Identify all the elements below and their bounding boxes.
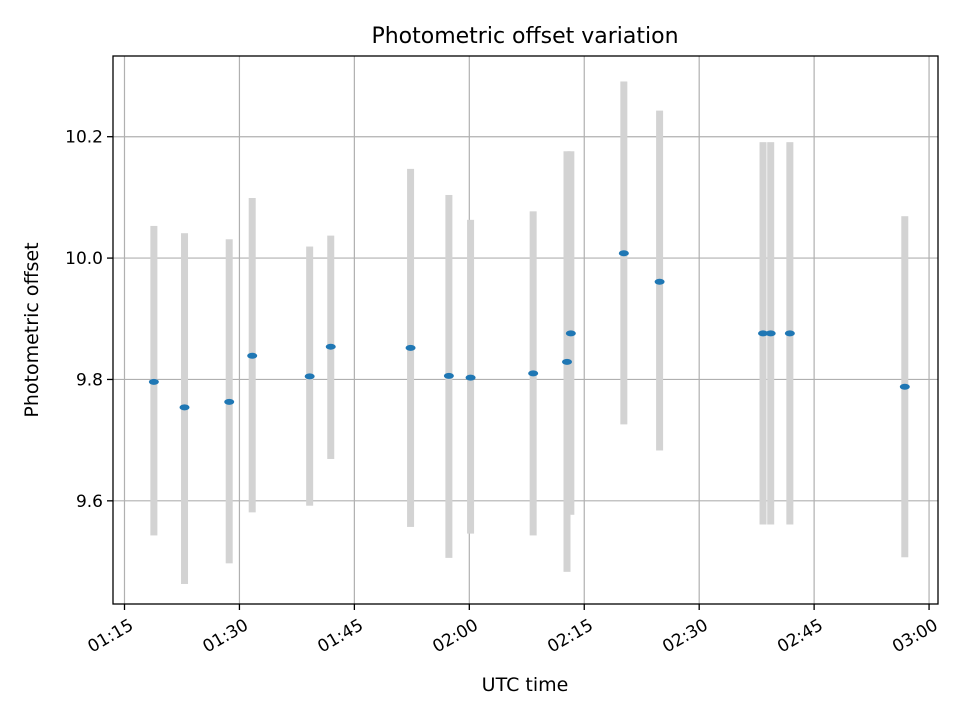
x-tick-label: 03:00 [889,615,941,657]
grid-lines [113,56,938,604]
x-tick-label: 02:30 [659,615,711,657]
chart-title: Photometric offset variation [371,24,678,49]
data-point [148,378,159,385]
data-point [465,374,476,381]
data-point [758,330,769,337]
plot-frame [112,55,939,605]
x-tick-label: 01:45 [314,615,366,657]
data-point [765,330,776,337]
data-point [325,343,336,350]
x-tick-label: 02:00 [429,615,481,657]
x-tick-label: 02:15 [544,615,596,657]
data-point [654,278,665,285]
x-tick-label: 02:45 [774,615,826,657]
data-point [784,330,795,337]
data-point [405,344,416,351]
data-point [443,372,454,379]
axis-ticks: 01:15 01:30 01:45 02:00 02:15 02:30 02:45 03:00… [65,128,941,658]
x-tick-label: 01:15 [85,615,137,657]
x-axis-label: UTC time [482,674,569,696]
y-axis-label: Photometric offset [21,242,43,417]
data-point [224,398,235,405]
data-point [618,250,629,257]
x-tick-label: 01:30 [199,615,251,657]
data-point [304,373,315,380]
data-point [179,404,190,411]
y-tick-label: 10.0 [65,249,103,269]
data-point [562,358,573,365]
y-tick-label: 9.8 [76,370,103,390]
y-tick-label: 10.2 [65,128,103,148]
y-tick-label: 9.6 [76,492,103,512]
data-points [148,250,910,411]
data-point [565,330,576,337]
data-point [247,352,258,359]
data-point [528,370,539,377]
data-point [899,383,910,390]
